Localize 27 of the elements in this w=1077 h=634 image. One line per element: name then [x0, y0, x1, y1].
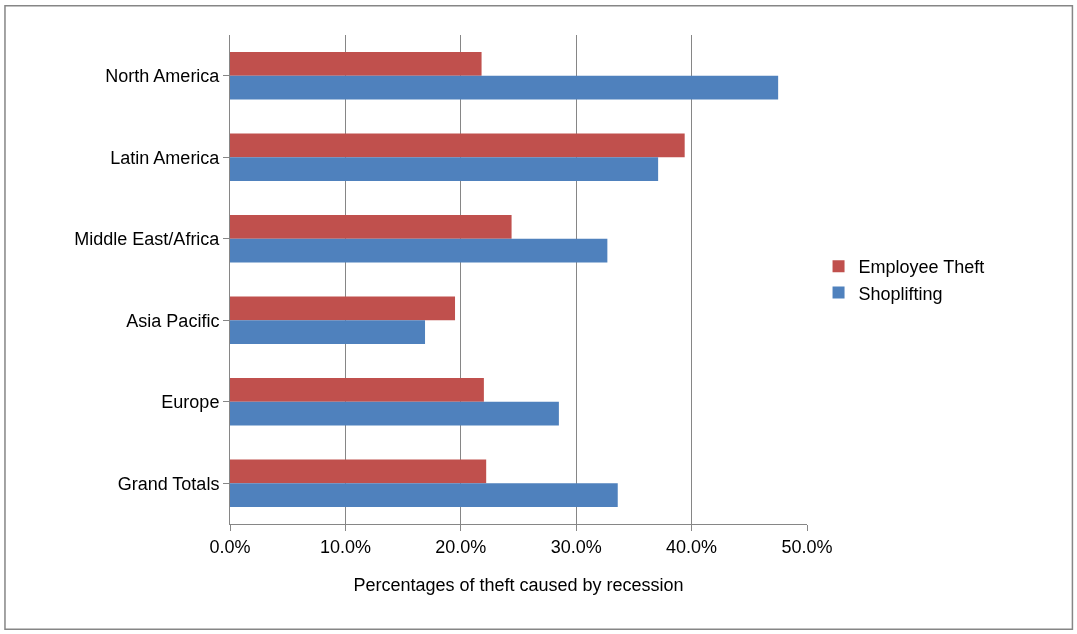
- x-axis-title: Percentages of theft caused by recession: [353, 574, 684, 595]
- legend-label: Employee Theft: [858, 257, 985, 278]
- legend-label: Shoplifting: [858, 283, 943, 304]
- y-tick-label: North America: [105, 66, 221, 87]
- bar: [230, 238, 608, 263]
- bar: [230, 378, 484, 402]
- bar: [230, 157, 659, 181]
- bar: [230, 296, 456, 321]
- x-tick-label: 0.0%: [209, 536, 251, 557]
- y-tick-label: Latin America: [110, 147, 221, 168]
- bar: [230, 320, 426, 344]
- bar: [230, 52, 482, 76]
- x-tick-label: 20.0%: [435, 536, 487, 557]
- bar: [230, 401, 559, 426]
- bar: [230, 483, 618, 507]
- bar: [230, 75, 779, 100]
- y-tick-label: Asia Pacific: [126, 310, 220, 331]
- bar: [230, 459, 487, 484]
- bar: [230, 133, 685, 158]
- y-tick-label: Grand Totals: [117, 473, 220, 494]
- x-tick-label: 40.0%: [666, 536, 718, 557]
- y-tick-label: Middle East/Africa: [74, 229, 221, 250]
- x-tick-label: 50.0%: [781, 536, 833, 557]
- x-tick-label: 30.0%: [550, 536, 602, 557]
- bar: [230, 215, 512, 239]
- x-tick-label: 10.0%: [319, 536, 371, 557]
- y-tick-label: Europe: [161, 392, 220, 413]
